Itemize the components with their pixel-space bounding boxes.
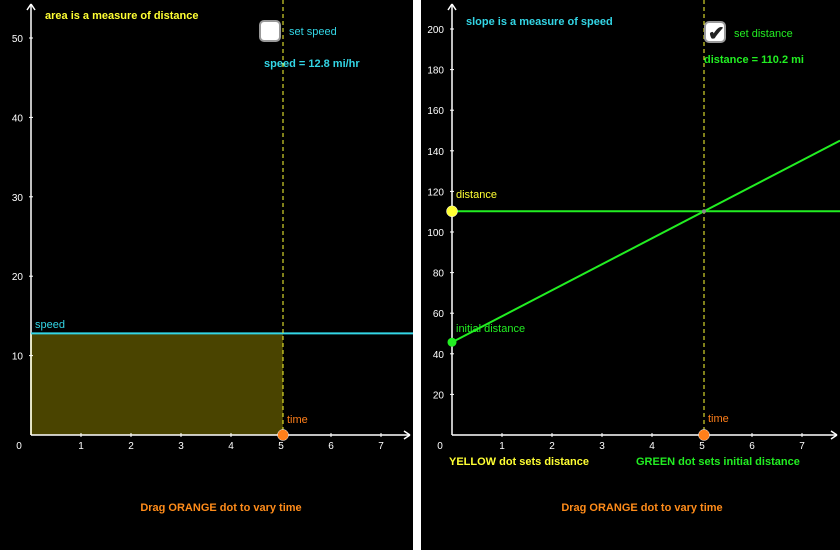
y-tick-label: 100 xyxy=(427,228,444,239)
x-tick-label: 7 xyxy=(378,441,384,452)
time-drag-point[interactable] xyxy=(698,429,710,441)
x-tick-label: 2 xyxy=(128,441,134,452)
x-tick-label: 3 xyxy=(599,441,605,452)
x-tick-label: 5 xyxy=(278,441,284,452)
x-tick-label: 7 xyxy=(799,441,805,452)
x-tick-label: 4 xyxy=(228,441,234,452)
left-footer: Drag ORANGE dot to vary time xyxy=(140,502,301,514)
y-tick-label: 20 xyxy=(433,390,445,401)
right-footer: Drag ORANGE dot to vary time xyxy=(561,502,722,514)
y-tick-label: 40 xyxy=(433,350,445,361)
x-tick-label: 3 xyxy=(178,441,184,452)
y-axis-arrow-icon xyxy=(447,3,457,11)
x-axis-arrow-icon xyxy=(830,430,838,440)
set-speed-checkbox[interactable] xyxy=(259,20,281,42)
right-plot-marks: 1 2 3 4 5 6 7 20 40 60 80 100 120 140 160 180 200 0 xyxy=(427,0,840,452)
y-tick-label: 20 xyxy=(12,272,24,283)
distance-drag-point[interactable] xyxy=(446,205,458,218)
x-tick-label: 1 xyxy=(78,441,84,452)
origin-label: 0 xyxy=(16,441,22,452)
x-tick-label: 4 xyxy=(649,441,655,452)
distance-time-line xyxy=(451,139,840,344)
intersection-point xyxy=(702,209,706,214)
left-plot-marks: 1 2 3 4 5 6 7 10 20 30 40 50 0 xyxy=(12,0,413,452)
speed-time-graph: 1 2 3 4 5 6 7 10 20 30 40 50 0 area is a measure of … xyxy=(12,0,413,514)
time-point-label: time xyxy=(287,414,308,426)
distance-time-graph: 1 2 3 4 5 6 7 20 40 60 80 100 120 140 160 180 200 0 slope… xyxy=(427,0,840,514)
y-tick-label: 80 xyxy=(433,269,445,280)
speed-readout: speed = 12.8 mi/hr xyxy=(264,58,360,70)
y-tick-label: 160 xyxy=(427,106,444,117)
yellow-caption: YELLOW dot sets distance xyxy=(449,456,589,468)
speed-line-label: speed xyxy=(35,319,65,331)
x-tick-label: 1 xyxy=(499,441,505,452)
distance-readout: distance = 110.2 mi xyxy=(704,54,804,66)
left-graph-panel: 1 2 3 4 5 6 7 10 20 30 40 50 0 area is a measure of … xyxy=(0,0,413,550)
y-tick-label: 40 xyxy=(12,113,24,124)
right-title: slope is a measure of speed xyxy=(466,16,613,28)
y-tick-label: 50 xyxy=(12,34,24,45)
checkmark-icon: ✔ xyxy=(708,23,725,45)
panel-divider xyxy=(413,0,421,550)
y-tick-label: 30 xyxy=(12,193,24,204)
x-tick-label: 6 xyxy=(328,441,334,452)
y-tick-label: 10 xyxy=(12,352,24,363)
x-tick-label: 2 xyxy=(549,441,555,452)
origin-label: 0 xyxy=(437,441,443,452)
initial-distance-drag-point[interactable] xyxy=(447,337,457,347)
x-tick-label: 6 xyxy=(749,441,755,452)
y-tick-label: 180 xyxy=(427,66,444,77)
left-title: area is a measure of distance xyxy=(45,10,198,22)
right-graph-panel: 1 2 3 4 5 6 7 20 40 60 80 100 120 140 160 180 200 0 slope… xyxy=(421,0,840,550)
time-point-label: time xyxy=(708,413,729,425)
y-tick-label: 120 xyxy=(427,187,444,198)
set-distance-label: set distance xyxy=(734,28,793,40)
set-distance-checkbox[interactable]: ✔ xyxy=(704,21,726,45)
x-axis-arrow-icon xyxy=(403,430,411,440)
y-tick-label: 200 xyxy=(427,25,444,36)
distance-line-label: distance xyxy=(456,189,497,201)
y-axis-arrow-icon xyxy=(26,3,36,11)
x-tick-label: 5 xyxy=(699,441,705,452)
set-speed-label: set speed xyxy=(289,26,337,38)
green-caption: GREEN dot sets initial distance xyxy=(636,456,800,468)
time-drag-point[interactable] xyxy=(277,429,289,441)
y-tick-label: 60 xyxy=(433,309,445,320)
y-tick-label: 140 xyxy=(427,147,444,158)
initial-distance-label: initial distance xyxy=(456,323,525,335)
distance-area xyxy=(31,333,283,435)
